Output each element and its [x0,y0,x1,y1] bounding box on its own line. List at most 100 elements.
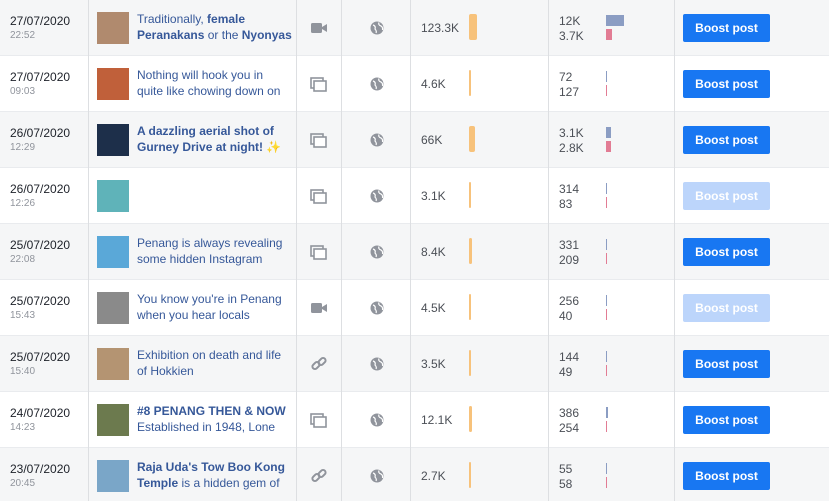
reactions-value: 58 [559,477,573,491]
post-text-part: or the [204,28,242,42]
clicks-value: 331 [559,238,580,252]
reach-value: 66K [421,133,443,147]
post-text: Nothing will hook you in quite like chow… [137,67,292,99]
clicks-bar [606,71,608,82]
reactions-bar [606,141,611,152]
clicks-value: 12K [559,14,581,28]
globe-icon [370,357,384,371]
post-thumbnail [97,404,129,436]
boost-post-button[interactable]: Boost post [683,350,770,378]
reach-value: 12.1K [421,413,453,427]
reach-bar [469,182,472,208]
post-time: 12:29 [10,142,36,153]
reach-value: 123.3K [421,21,460,35]
post-row: 25/07/2020 22:08 Penang is always revealin… [0,224,829,280]
post-date: 24/07/2020 [10,406,71,420]
boost-post-button[interactable]: Boost post [683,238,770,266]
clicks-bar [606,183,608,194]
reach-bar [469,126,476,152]
album-icon [310,77,327,92]
reactions-bar [606,85,608,96]
post-text-part: You know you're in Penang when you hear … [137,292,282,322]
post-thumbnail [97,292,129,324]
post-row: 23/07/2020 20:45 Raja Uda's Tow Boo Kong T… [0,448,829,501]
post-text-part: female Peranakans [137,12,246,42]
clicks-bar [606,295,608,306]
reach-value: 4.5K [421,301,446,315]
reactions-value: 49 [559,365,573,379]
post-date: 25/07/2020 [10,350,71,364]
reactions-bar [606,365,608,376]
post-date: 23/07/2020 [10,462,71,476]
reach-bar [469,294,472,320]
reach-value: 2.7K [421,469,446,483]
post-text: Penang is always revealing some hidden I… [137,235,292,267]
clicks-value: 256 [559,294,580,308]
globe-icon [370,245,384,259]
post-row: 27/07/2020 09:03 Nothing will hook you in … [0,56,829,112]
clicks-bar [606,127,612,138]
boost-post-button[interactable]: Boost post [683,70,770,98]
post-time: 15:40 [10,366,36,377]
post-time: 22:08 [10,254,36,265]
reactions-value: 127 [559,85,580,99]
reactions-value: 3.7K [559,29,584,43]
post-time: 20:45 [10,478,36,489]
reactions-bar [606,477,608,488]
post-text-part: Nothing will hook you in quite like chow… [137,68,281,98]
post-date: 27/07/2020 [10,14,71,28]
post-row: 25/07/2020 15:40 Exhibition on death and l… [0,336,829,392]
post-time: 09:03 [10,86,36,97]
post-text-part: is a hidden gem of [178,476,280,490]
reach-bar [469,14,477,40]
post-time: 12:26 [10,198,36,209]
post-text: You know you're in Penang when you hear … [137,291,292,323]
post-date: 27/07/2020 [10,70,71,84]
post-thumbnail [97,180,129,212]
post-time: 22:52 [10,30,36,41]
reach-bar [469,70,472,96]
post-thumbnail [97,460,129,492]
boost-post-button[interactable]: Boost post [683,462,770,490]
boost-post-button[interactable]: Boost post [683,406,770,434]
clicks-bar [606,407,608,418]
clicks-value: 386 [559,406,580,420]
post-date: 26/07/2020 [10,182,71,196]
reach-bar [469,462,472,488]
clicks-value: 3.1K [559,126,584,140]
post-text: Raja Uda's Tow Boo Kong Temple is a hidd… [137,459,292,491]
post-text-part: Traditionally, [137,12,208,26]
boost-post-button[interactable]: Boost post [683,126,770,154]
boost-post-button[interactable]: Boost post [683,14,770,42]
post-thumbnail [97,124,129,156]
post-row: 24/07/2020 14:23 #8 PENANG THEN & NOW Esta… [0,392,829,448]
post-text: Exhibition on death and life of Hokkien [137,347,292,379]
globe-icon [370,469,384,483]
reactions-value: 40 [559,309,573,323]
reactions-bar [606,253,608,264]
column-divider [88,0,89,501]
post-time: 14:23 [10,422,36,433]
column-divider [296,0,297,501]
post-text-part: Exhibition on death and life of Hokkien [137,348,282,378]
reactions-bar [606,309,608,320]
post-thumbnail [97,348,129,380]
clicks-value: 72 [559,70,573,84]
clicks-value: 55 [559,462,573,476]
globe-icon [370,301,384,315]
reactions-value: 254 [559,421,580,435]
globe-icon [370,413,384,427]
video-icon [311,23,327,33]
column-divider [410,0,411,501]
reactions-value: 209 [559,253,580,267]
clicks-value: 314 [559,182,580,196]
reactions-value: 2.8K [559,141,584,155]
column-divider [341,0,342,501]
reach-value: 4.6K [421,77,446,91]
post-text-part: Penang is always revealing some hidden I… [137,236,283,266]
reach-bar [469,350,472,376]
globe-icon [370,21,384,35]
globe-icon [370,133,384,147]
post-row: 27/07/2020 22:52 Traditionally, female Per… [0,0,829,56]
